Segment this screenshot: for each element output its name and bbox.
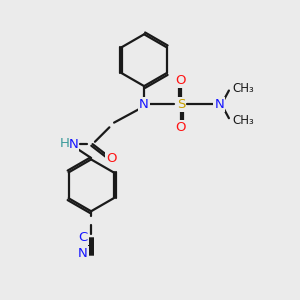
Text: N: N xyxy=(78,247,88,260)
Text: O: O xyxy=(176,122,186,134)
Text: H: H xyxy=(60,137,70,150)
Text: C: C xyxy=(78,231,88,244)
Text: CH₃: CH₃ xyxy=(232,114,254,127)
Text: S: S xyxy=(177,98,185,111)
Text: CH₃: CH₃ xyxy=(232,82,254,95)
Text: O: O xyxy=(106,152,117,165)
Text: N: N xyxy=(214,98,224,111)
Text: N: N xyxy=(139,98,149,111)
Text: N: N xyxy=(69,138,78,151)
Text: O: O xyxy=(176,74,186,87)
